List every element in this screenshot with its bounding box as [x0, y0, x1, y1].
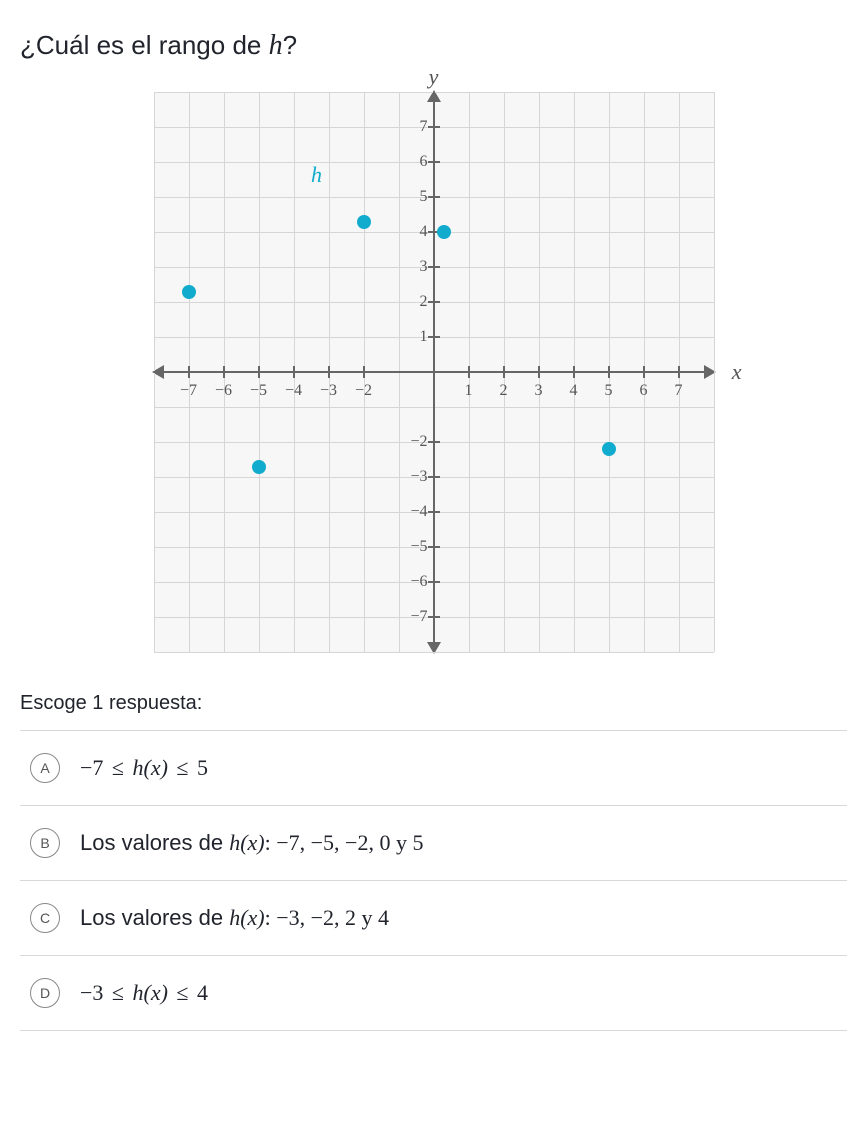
tick-mark — [428, 196, 440, 198]
x-tick-label: −5 — [250, 382, 267, 400]
tick-mark — [678, 366, 680, 378]
tick-mark — [428, 581, 440, 583]
x-tick-label: −2 — [355, 382, 372, 400]
tick-mark — [643, 366, 645, 378]
tick-mark — [188, 366, 190, 378]
x-tick-label: −3 — [320, 382, 337, 400]
question-var: h — [269, 30, 283, 61]
tick-mark — [428, 266, 440, 268]
choice-text: −3 ≤ h(x) ≤ 4 — [80, 980, 208, 1006]
tick-mark — [573, 366, 575, 378]
data-point — [357, 215, 371, 229]
question-prefix: ¿Cuál es el rango de — [20, 30, 269, 60]
choice-letter: C — [30, 903, 60, 933]
tick-mark — [428, 336, 440, 338]
tick-mark — [293, 366, 295, 378]
y-tick-label: −2 — [408, 433, 428, 451]
y-tick-label: 2 — [408, 293, 428, 311]
tick-mark — [538, 366, 540, 378]
x-tick-label: 7 — [675, 382, 683, 400]
x-tick-label: 1 — [465, 382, 473, 400]
tick-mark — [428, 301, 440, 303]
function-label: h — [311, 162, 322, 188]
tick-mark — [428, 476, 440, 478]
tick-mark — [363, 366, 365, 378]
choice-letter: A — [30, 753, 60, 783]
tick-mark — [223, 366, 225, 378]
x-axis-label: x — [732, 359, 742, 385]
choice-letter: D — [30, 978, 60, 1008]
coordinate-graph: y x −7−6−5−4−3−21234567−7−6−5−4−3−212345… — [154, 92, 714, 652]
y-axis-label: y — [429, 64, 439, 90]
tick-mark — [328, 366, 330, 378]
question-title: ¿Cuál es el rango de h? — [20, 30, 847, 62]
graph-container: y x −7−6−5−4−3−21234567−7−6−5−4−3−212345… — [20, 92, 847, 652]
choice-text: −7 ≤ h(x) ≤ 5 — [80, 755, 208, 781]
y-tick-label: 5 — [408, 188, 428, 206]
x-tick-label: 4 — [570, 382, 578, 400]
choice-option[interactable]: B Los valores de h(x): −7, −5, −2, 0 y 5 — [20, 806, 847, 881]
y-tick-label: −3 — [408, 468, 428, 486]
x-axis — [154, 371, 714, 373]
tick-mark — [608, 366, 610, 378]
choose-prompt: Escoge 1 respuesta: — [20, 692, 847, 715]
y-tick-label: 4 — [408, 223, 428, 241]
tick-mark — [428, 546, 440, 548]
data-point — [182, 285, 196, 299]
grid-line — [714, 92, 715, 652]
y-tick-label: 7 — [408, 118, 428, 136]
data-point — [252, 460, 266, 474]
tick-mark — [503, 366, 505, 378]
tick-mark — [468, 366, 470, 378]
x-tick-label: 3 — [535, 382, 543, 400]
tick-mark — [428, 616, 440, 618]
choice-option[interactable]: A −7 ≤ h(x) ≤ 5 — [20, 731, 847, 806]
x-tick-label: 6 — [640, 382, 648, 400]
y-tick-label: 6 — [408, 153, 428, 171]
data-point — [602, 442, 616, 456]
x-tick-label: −4 — [285, 382, 302, 400]
choice-text: Los valores de h(x): −7, −5, −2, 0 y 5 — [80, 830, 423, 856]
y-tick-label: 1 — [408, 328, 428, 346]
tick-mark — [258, 366, 260, 378]
y-tick-label: 3 — [408, 258, 428, 276]
y-tick-label: −7 — [408, 608, 428, 626]
tick-mark — [428, 126, 440, 128]
choice-text: Los valores de h(x): −3, −2, 2 y 4 — [80, 905, 389, 931]
tick-mark — [428, 441, 440, 443]
question-suffix: ? — [283, 30, 297, 60]
y-tick-label: −6 — [408, 573, 428, 591]
x-tick-label: 5 — [605, 382, 613, 400]
choice-option[interactable]: C Los valores de h(x): −3, −2, 2 y 4 — [20, 881, 847, 956]
grid-line — [154, 652, 714, 653]
x-tick-label: −6 — [215, 382, 232, 400]
choice-option[interactable]: D −3 ≤ h(x) ≤ 4 — [20, 956, 847, 1031]
choices-list: A −7 ≤ h(x) ≤ 5 B Los valores de h(x): −7, … — [20, 730, 847, 1031]
data-point — [437, 225, 451, 239]
x-tick-label: −7 — [180, 382, 197, 400]
y-tick-label: −4 — [408, 503, 428, 521]
y-tick-label: −5 — [408, 538, 428, 556]
tick-mark — [428, 511, 440, 513]
choice-letter: B — [30, 828, 60, 858]
tick-mark — [428, 161, 440, 163]
x-tick-label: 2 — [500, 382, 508, 400]
